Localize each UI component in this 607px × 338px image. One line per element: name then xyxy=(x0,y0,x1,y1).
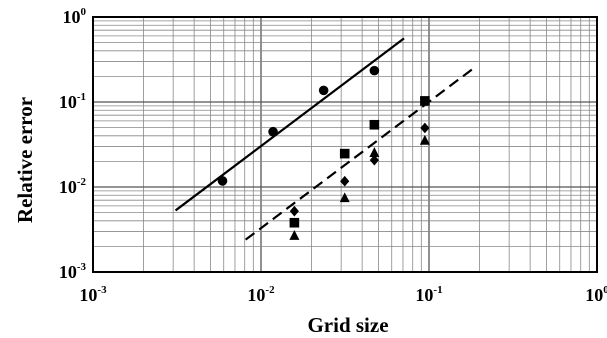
solid-reference-line xyxy=(174,37,405,212)
y-tick-label: 100 xyxy=(63,6,87,27)
diamond-marker xyxy=(340,175,350,187)
reference-lines xyxy=(174,37,474,241)
x-tick-label: 10-3 xyxy=(79,284,107,305)
triangle-marker xyxy=(369,147,380,157)
x-tick-labels: 10-3 10-2 10-1 100 xyxy=(79,284,607,305)
diamond-marker xyxy=(420,122,430,134)
square-marker xyxy=(339,148,350,159)
circle-marker xyxy=(369,65,380,76)
triangle-marker xyxy=(339,192,350,203)
x-tick-label: 10-2 xyxy=(247,284,275,305)
x-tick-label: 10-1 xyxy=(415,284,442,305)
y-tick-label: 10-3 xyxy=(59,261,87,282)
square-marker xyxy=(289,217,300,228)
square-marker xyxy=(369,119,380,130)
x-axis-title: Grid size xyxy=(307,313,388,337)
triangle-marker xyxy=(419,134,430,145)
grid xyxy=(92,17,597,273)
data-markers xyxy=(217,65,430,240)
circle-marker xyxy=(217,176,228,186)
y-tick-label: 10-1 xyxy=(59,91,86,112)
circle-marker xyxy=(268,126,278,137)
square-marker xyxy=(420,96,430,106)
y-axis-title: Relative error xyxy=(13,97,37,223)
diamond-marker xyxy=(369,154,379,166)
dashed-reference-line xyxy=(244,68,474,241)
y-tick-labels: 10-3 10-2 10-1 100 xyxy=(59,6,87,282)
plot-frame xyxy=(92,16,598,273)
x-tick-label: 100 xyxy=(585,284,607,305)
circle-marker xyxy=(318,85,329,96)
diamond-marker xyxy=(289,205,299,217)
y-tick-label: 10-2 xyxy=(59,176,87,197)
triangle-marker xyxy=(289,230,300,240)
